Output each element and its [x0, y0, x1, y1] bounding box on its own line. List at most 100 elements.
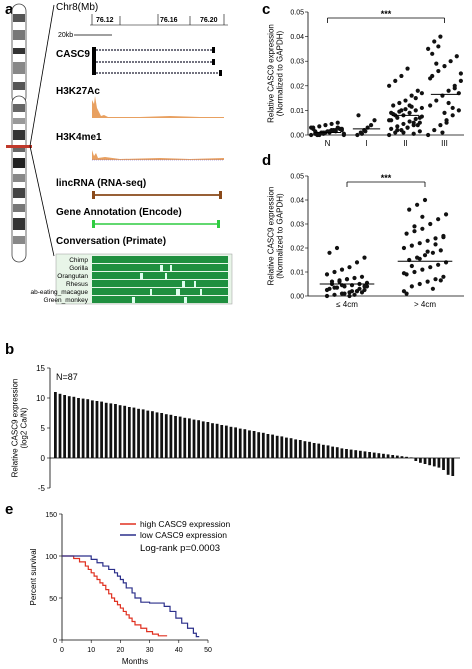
data-point [387, 83, 392, 88]
bar [137, 408, 140, 458]
bar [252, 431, 256, 458]
data-point [456, 108, 461, 113]
coord-tick-2: 76.16 [160, 17, 178, 24]
data-point [420, 267, 425, 272]
bar [303, 441, 307, 458]
data-point [349, 289, 355, 294]
data-point [420, 214, 425, 219]
data-point [428, 103, 433, 108]
bar [358, 450, 362, 458]
data-point [430, 286, 435, 291]
data-point [372, 118, 377, 123]
bar [54, 392, 57, 458]
bar [211, 423, 214, 458]
bar [183, 417, 187, 458]
species-orangutan: Orangutan [57, 273, 88, 280]
data-point [339, 267, 345, 272]
data-point [454, 54, 459, 59]
data-point [420, 226, 425, 231]
track-conservation: Conversation (Primate) [56, 236, 166, 247]
data-point [407, 110, 412, 115]
data-point [391, 103, 396, 108]
y-tick-label: 0.00 [290, 133, 304, 140]
y-tick-label: 10 [36, 394, 45, 403]
data-point [412, 224, 417, 229]
data-point [317, 124, 322, 129]
x-tick-label: 10 [87, 647, 95, 654]
chart-b-waterfall: 15 10 5 0 -5 N=87 Relative CASC9 expression(lo… [11, 364, 460, 493]
bar [312, 443, 316, 458]
bar [151, 411, 154, 458]
data-point [404, 291, 409, 296]
bar [266, 434, 270, 458]
data-point [335, 125, 340, 130]
logrank-annotation: Log-rank p=0.0003 [140, 543, 220, 554]
data-point [415, 88, 420, 93]
data-point [323, 123, 328, 128]
y-tick-label: 0.01 [290, 270, 304, 277]
data-point [440, 130, 445, 135]
data-point [428, 76, 433, 81]
y-tick-label: 0 [53, 638, 57, 645]
bar [178, 416, 182, 458]
chart-c-stage-scatter: 0.000.010.020.030.040.05N I II IIIRelative … [267, 9, 464, 148]
bar [349, 449, 353, 458]
x-tick-label: 50 [204, 647, 212, 654]
bar [275, 435, 279, 458]
bar [77, 398, 80, 458]
data-point [425, 279, 430, 284]
track-casc9: CASC9 [56, 49, 90, 60]
panel-letter-c: c [262, 1, 270, 18]
data-point [412, 229, 417, 234]
data-point [329, 121, 334, 127]
species-chimp: Chimp [69, 257, 88, 264]
data-point [324, 293, 330, 299]
bar [174, 416, 177, 458]
data-point [334, 245, 340, 251]
bar [109, 403, 113, 458]
data-point [450, 113, 455, 118]
y-tick-label: 100 [45, 554, 57, 561]
data-point [407, 103, 412, 108]
data-point [415, 202, 420, 207]
data-point [425, 249, 430, 254]
data-point [438, 278, 443, 283]
data-point [407, 119, 412, 124]
bar [354, 450, 358, 458]
legend-label-high: high CASC9 expression [140, 519, 231, 529]
data-point [393, 78, 398, 83]
y-axis-label: Relative CASC9 expression(Normalized to … [267, 24, 285, 123]
data-point [404, 231, 409, 236]
x-tick-label: N [325, 139, 331, 148]
data-point [417, 256, 422, 261]
bar [419, 458, 422, 463]
data-point [417, 281, 422, 287]
n-annotation: N=87 [56, 372, 78, 382]
data-point [387, 118, 392, 123]
legend-label-low: low CASC9 expression [140, 530, 227, 540]
bar [72, 396, 76, 458]
bar [169, 414, 173, 458]
y-tick-label: 0 [41, 454, 46, 463]
data-point [324, 272, 330, 277]
data-point [409, 284, 414, 289]
species-crab-eating-macaque: ab-eating_macague [31, 289, 89, 296]
data-point [428, 221, 433, 227]
data-point [352, 292, 357, 297]
bar [340, 448, 344, 458]
bar [386, 454, 390, 458]
data-point [419, 105, 424, 111]
bar [423, 458, 427, 464]
data-point [436, 44, 441, 49]
species-green-monkey: Green_monkey [44, 297, 89, 304]
data-point [352, 275, 357, 281]
data-point [409, 243, 414, 248]
data-point [344, 277, 350, 282]
data-point [413, 116, 418, 122]
data-point [452, 86, 457, 91]
bar [363, 451, 367, 458]
data-point [430, 51, 435, 56]
bar [220, 425, 224, 458]
bar [67, 396, 71, 458]
data-point [368, 123, 374, 128]
